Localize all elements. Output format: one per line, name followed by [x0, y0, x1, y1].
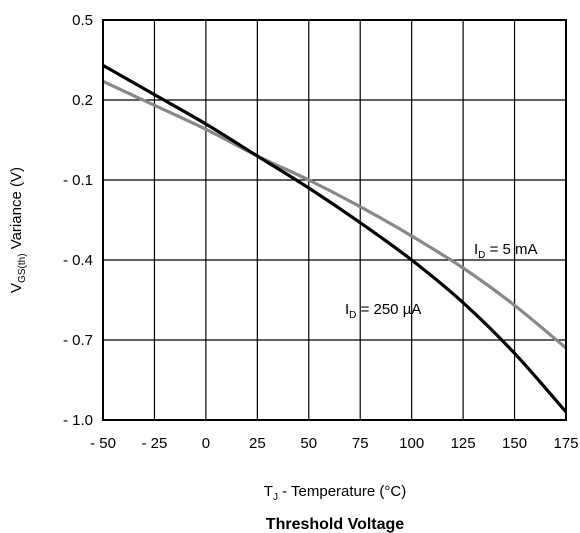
y-tick-label: - 1.0	[63, 412, 93, 429]
series-label-5ma: ID = 5 mA	[474, 241, 538, 261]
series-label-250ua: ID = 250 µA	[345, 301, 421, 321]
y-tick-label: - 0.1	[63, 172, 93, 189]
series-line-5ma	[103, 79, 566, 350]
x-tick-label: 150	[502, 435, 527, 452]
x-axis-label: TJ - Temperature (°C)	[264, 483, 406, 503]
chart-title: Threshold Voltage	[266, 516, 404, 533]
y-tick-label: - 0.4	[63, 252, 93, 269]
x-tick-label: 25	[249, 435, 266, 452]
y-tick-label: - 0.7	[63, 332, 93, 349]
y-tick-label: 0.2	[72, 92, 93, 109]
x-tick-labels: - 50 - 25 0 25 50 75 100 125 150 175	[90, 435, 578, 452]
y-tick-label: 0.5	[72, 12, 93, 29]
x-tick-label: - 50	[90, 435, 116, 452]
x-tick-label: 0	[202, 435, 210, 452]
x-tick-label: 75	[352, 435, 369, 452]
grid-lines	[102, 19, 567, 421]
x-tick-label: - 25	[142, 435, 168, 452]
x-tick-label: 125	[451, 435, 476, 452]
series-line-250ua	[103, 63, 566, 414]
plot-frame	[102, 19, 567, 421]
x-tick-label: 50	[300, 435, 317, 452]
y-tick-labels: 0.5 0.2 - 0.1 - 0.4 - 0.7 - 1.0	[63, 12, 93, 429]
x-tick-label: 175	[553, 435, 578, 452]
series-lines	[103, 63, 566, 414]
y-axis-label: VGS(th) Variance (V)	[8, 167, 28, 293]
x-tick-label: 100	[399, 435, 424, 452]
